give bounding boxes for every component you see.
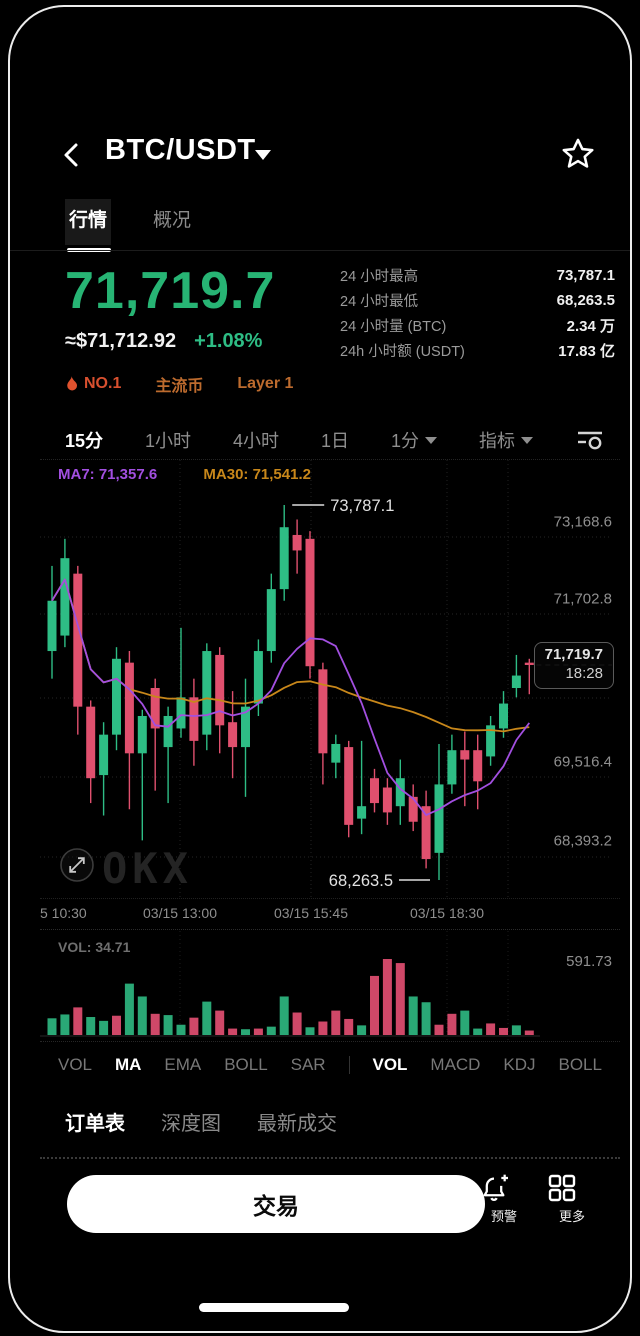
y-axis-label: 69,516.4 — [553, 753, 612, 771]
volume-svg — [40, 931, 540, 1041]
last-price: 71,719.7 — [65, 262, 276, 320]
rank-badge-label: NO.1 — [84, 375, 122, 392]
header: BTC/USDT — [10, 132, 630, 182]
chart-settings-icon[interactable] — [575, 427, 605, 453]
orderbook-tabs: 订单表 深度图 最新成交 — [65, 1107, 337, 1136]
indicator-tab-row: VOL MA EMA BOLL SAR VOL MACD KDJ BOLL — [40, 1047, 620, 1083]
stat-row: 24 小时量 (BTC) 2.34 万 — [340, 313, 615, 338]
stat-label: 24 小时最低 — [340, 294, 419, 310]
more-label: 更多 — [558, 1209, 585, 1224]
tag-price: 71,719.7 — [544, 646, 603, 663]
indicator-ma[interactable]: MA — [114, 1055, 142, 1074]
change-percent: +1.08% — [194, 330, 263, 352]
indicator-boll2[interactable]: BOLL — [558, 1055, 602, 1074]
x-axis-label: 03/15 18:30 — [410, 905, 484, 921]
caret-down-icon — [425, 436, 438, 444]
x-axis: 5 10:30 03/15 13:00 03/15 15:45 03/15 18:30 — [40, 898, 620, 930]
okx-watermark: OKX — [102, 844, 193, 893]
phone-frame: BTC/USDT 行情 概况 71,719.7 ≈$71,712.92 +1.08… — [8, 5, 632, 1333]
x-axis-label: 03/15 15:45 — [274, 905, 348, 921]
expand-chart-icon[interactable] — [58, 846, 96, 884]
stats-panel: 24 小时最高 73,787.1 24 小时最低 68,263.5 24 小时量 (… — [340, 263, 615, 363]
trade-button[interactable]: 交易 — [67, 1175, 485, 1233]
indicator-macd[interactable]: MACD — [430, 1055, 481, 1074]
category-badge[interactable]: 主流币 — [155, 378, 204, 395]
x-axis-label: 03/15 13:00 — [143, 905, 217, 921]
stat-label: 24h 小时额 (USDT) — [340, 344, 465, 360]
grid-icon — [548, 1174, 576, 1202]
y-axis-label: 68,393.2 — [553, 832, 612, 850]
fiat-price-row: ≈$71,712.92 +1.08% — [65, 330, 262, 353]
volume-pane[interactable]: VOL: 34.71 591.73 — [40, 931, 620, 1042]
badges-row: NO.1 主流币 Layer 1 — [65, 372, 293, 396]
indicator-menu-label: 指标 — [479, 431, 516, 451]
volume-axis-max: 591.73 — [566, 953, 612, 970]
alert-label: 预警 — [490, 1209, 517, 1224]
stat-row: 24 小时最低 68,263.5 — [340, 288, 615, 313]
top-tabs: 行情 概况 — [65, 199, 195, 252]
indicator-divider — [348, 1056, 350, 1074]
y-axis-label: 71,702.8 — [553, 590, 612, 608]
stat-label: 24 小时量 (BTC) — [340, 319, 447, 335]
indicator-menu[interactable]: 指标 — [479, 427, 533, 453]
timeframe-15m[interactable]: 15分 — [65, 431, 104, 451]
timeframe-row: 15分 1小时 4小时 1日 1分 指标 — [65, 422, 605, 458]
ma-legend: MA7: 71,357.6 MA30: 71,541.2 — [58, 466, 311, 483]
indicator-boll[interactable]: BOLL — [224, 1055, 268, 1074]
stat-value: 73,787.1 — [556, 267, 615, 284]
svg-text:68,263.5: 68,263.5 — [329, 872, 393, 890]
fiat-price: ≈$71,712.92 — [65, 330, 177, 352]
candles-svg: 73,787.1 68,263.5 — [40, 460, 612, 898]
tab-latest-trades[interactable]: 最新成交 — [257, 1113, 337, 1135]
pair-title[interactable]: BTC/USDT — [105, 134, 256, 166]
last-price-tag: 71,719.7 18:28 — [533, 642, 614, 689]
caret-down-icon — [521, 436, 533, 444]
indicator-vol[interactable]: VOL — [58, 1055, 93, 1074]
y-axis-label: 73,168.6 — [553, 513, 612, 531]
stat-value: 17.83 亿 — [558, 343, 615, 360]
tab-order-book[interactable]: 订单表 — [65, 1113, 125, 1135]
tab-quotes[interactable]: 行情 — [65, 199, 112, 252]
more-button[interactable]: 更多 — [546, 1172, 598, 1225]
indicator-vol2[interactable]: VOL — [372, 1055, 408, 1074]
ma7-label: MA7: 71,357.6 — [58, 466, 158, 483]
bell-plus-icon — [483, 1174, 508, 1201]
x-axis-label: 5 10:30 — [40, 905, 87, 921]
home-indicator[interactable] — [199, 1303, 349, 1312]
svg-text:73,787.1: 73,787.1 — [330, 497, 394, 515]
ma30-label: MA30: 71,541.2 — [203, 466, 311, 483]
stat-value: 2.34 万 — [566, 318, 615, 335]
timeframe-1d[interactable]: 1日 — [321, 431, 350, 451]
indicator-sar[interactable]: SAR — [290, 1055, 326, 1074]
flame-icon — [67, 375, 78, 390]
timeframe-more[interactable]: 1分 — [391, 427, 438, 453]
favorite-star-icon[interactable] — [560, 136, 596, 172]
rank-badge[interactable]: NO.1 — [65, 375, 121, 393]
candlestick-chart[interactable]: 73,787.1 68,263.5 MA7: 71,357.6 MA30: 71,… — [40, 459, 620, 898]
category-badge[interactable]: Layer 1 — [237, 375, 294, 392]
indicator-kdj[interactable]: KDJ — [503, 1055, 536, 1074]
stat-row: 24 小时最高 73,787.1 — [340, 263, 615, 288]
timeframe-4h[interactable]: 4小时 — [233, 431, 280, 451]
tab-depth-chart[interactable]: 深度图 — [161, 1113, 221, 1135]
action-bar: 交易 预警 更多 — [10, 1172, 630, 1247]
stat-value: 68,263.5 — [556, 292, 615, 309]
indicator-ema[interactable]: EMA — [164, 1055, 202, 1074]
stat-row: 24h 小时额 (USDT) 17.83 亿 — [340, 338, 615, 363]
tab-overview[interactable]: 概况 — [153, 210, 192, 231]
timeframe-more-label: 1分 — [391, 431, 420, 451]
alert-button[interactable]: 预警 — [478, 1172, 530, 1225]
back-icon[interactable] — [60, 140, 84, 170]
dotted-divider — [40, 1157, 620, 1159]
timeframe-1h[interactable]: 1小时 — [145, 431, 192, 451]
stat-label: 24 小时最高 — [340, 269, 419, 285]
volume-label: VOL: 34.71 — [58, 939, 131, 955]
pair-dropdown-caret-icon[interactable] — [255, 150, 271, 160]
tabs-divider — [10, 250, 630, 251]
tag-time: 18:28 — [565, 664, 603, 682]
